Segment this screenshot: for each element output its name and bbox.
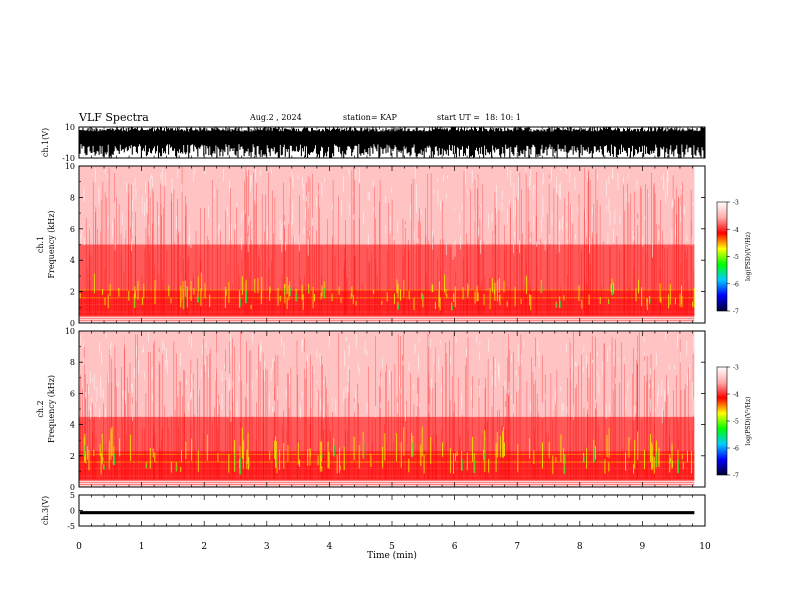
spectrogram-ytick-label: 8 xyxy=(70,358,75,367)
ch3-ylabel: ch.3(V) xyxy=(41,496,50,525)
spectrogram-ylabel: Frequency (kHz) xyxy=(47,375,56,443)
xtick-label: 7 xyxy=(514,542,520,552)
ch3-ytick-label: 5 xyxy=(70,491,75,500)
spectrogram-ytick-label: 0 xyxy=(70,319,75,328)
spectrogram-ytick-label: 0 xyxy=(70,483,75,492)
frequency-band xyxy=(79,166,695,245)
colorbar-1 xyxy=(716,201,730,312)
frequency-band xyxy=(79,304,695,317)
xtick-label: 4 xyxy=(327,542,333,552)
spectrogram-ytick-label: 10 xyxy=(65,327,75,336)
spectrogram-ytick-label: 4 xyxy=(70,421,75,430)
xtick-label: 10 xyxy=(699,542,711,552)
xtick-label: 0 xyxy=(76,542,82,552)
spectrogram-ylabel-channel: ch.1 xyxy=(36,236,45,253)
spectrogram-2 xyxy=(79,330,705,488)
colorbar-label: log(PSD)(V²/Hz) xyxy=(745,232,752,281)
ch1-waveform-trace xyxy=(79,127,705,158)
spectrogram-ytick-label: 2 xyxy=(70,288,75,297)
colorbar-tick-label: -7 xyxy=(733,309,739,316)
xtick-label: 6 xyxy=(452,542,458,552)
ch1-ytick-label: -10 xyxy=(62,154,75,163)
burst-green xyxy=(84,441,679,475)
noise-speckle xyxy=(79,166,694,260)
low-frequency-band xyxy=(79,316,695,323)
low-frequency-band xyxy=(79,480,695,487)
noise-speckle xyxy=(79,332,695,424)
date-label: Aug.2 , 2024 xyxy=(250,113,302,122)
spectrogram-ytick-label: 10 xyxy=(65,162,75,171)
colorbar-tick-label: -6 xyxy=(733,446,739,453)
figure-title: VLF Spectra xyxy=(79,111,149,124)
frequency-band xyxy=(79,244,695,291)
spectrogram-ytick-label: 6 xyxy=(70,225,75,234)
colorbar-gradient xyxy=(716,201,728,312)
xtick-label: 3 xyxy=(264,542,270,552)
ch1-ylabel: ch.1(V) xyxy=(41,128,50,157)
spectrogram-ytick-label: 6 xyxy=(70,389,75,398)
ch3-ytick-label: -5 xyxy=(67,522,75,531)
colorbar-tick-label: -3 xyxy=(733,365,739,372)
spectrogram-ylabel-channel: ch.2 xyxy=(36,400,45,417)
start-time-label: start UT = 18: 10: 1 xyxy=(437,113,522,122)
colorbar-tick-label: -4 xyxy=(733,392,739,399)
burst-green xyxy=(128,284,662,311)
spectrogram-ytick-label: 8 xyxy=(70,193,75,202)
spectrogram-ylabel: Frequency (kHz) xyxy=(47,210,56,278)
spectrogram-ytick-label: 4 xyxy=(70,256,75,265)
xtick-label: 1 xyxy=(139,542,145,552)
xtick-label: 2 xyxy=(201,542,207,552)
xtick-label: 9 xyxy=(640,542,646,552)
colorbar-gradient xyxy=(716,366,728,476)
xtick-label: 5 xyxy=(389,542,395,552)
xtick-label: 8 xyxy=(577,542,583,552)
colorbar-tick-label: -6 xyxy=(733,281,739,288)
colorbar-label: log(PSD)(V²/Hz) xyxy=(745,397,752,446)
frequency-band xyxy=(79,290,695,305)
colorbar-tick-label: -5 xyxy=(733,254,739,261)
burst-yellow xyxy=(79,272,695,311)
station-label: station= KAP xyxy=(343,113,397,122)
spectrogram-ytick-label: 2 xyxy=(70,452,75,461)
colorbar-2 xyxy=(716,366,730,476)
ch3-ytick-label: 0 xyxy=(70,507,75,516)
colorbar-tick-label: -4 xyxy=(733,227,739,234)
colorbar-tick-label: -7 xyxy=(733,473,739,480)
colorbar-tick-label: -3 xyxy=(733,200,739,207)
colorbar-tick-label: -5 xyxy=(733,419,739,426)
ch3-waveform-trace xyxy=(80,511,695,515)
xaxis-label: Time (min) xyxy=(367,550,417,561)
spectrogram-1 xyxy=(79,165,705,324)
ch1-ytick-label: 10 xyxy=(65,123,75,132)
